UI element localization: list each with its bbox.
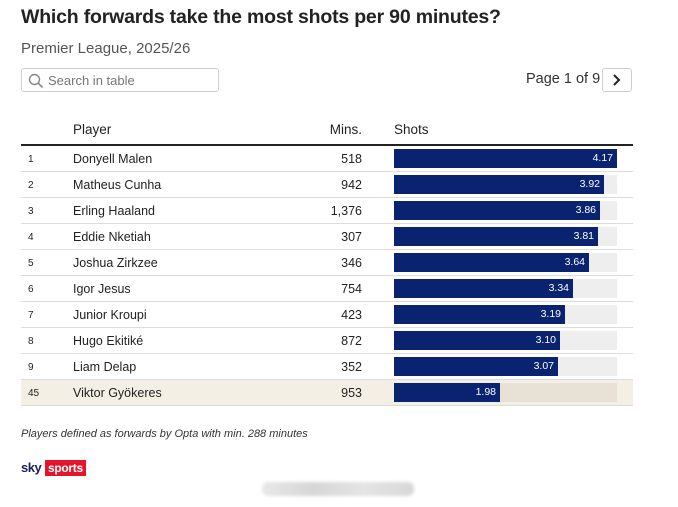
row-minutes: 872 (341, 334, 362, 348)
chart-title: Which forwards take the most shots per 9… (21, 6, 501, 28)
next-page-button[interactable] (602, 68, 632, 92)
shots-bar (394, 279, 573, 298)
shots-bar-track: 3.19 (394, 305, 617, 324)
row-minutes: 307 (341, 230, 362, 244)
row-rank: 7 (28, 310, 34, 321)
shots-bar-track: 1.98 (394, 383, 617, 402)
column-header-player[interactable]: Player (73, 122, 112, 137)
page-indicator: Page 1 of 9 (526, 71, 601, 87)
shots-bar-track: 3.64 (394, 253, 617, 272)
row-rank: 9 (28, 362, 34, 373)
table-row: 3 Erling Haaland 1,376 3.86 (21, 198, 633, 224)
row-rank: 5 (28, 258, 34, 269)
logo-sports-text: sports (45, 460, 86, 476)
row-player-name: Hugo Ekitiké (73, 334, 144, 348)
table-row: 6 Igor Jesus 754 3.34 (21, 276, 633, 302)
row-rank: 2 (28, 180, 34, 191)
shots-bar (394, 227, 598, 246)
row-minutes: 423 (341, 308, 362, 322)
shots-bar (394, 253, 589, 272)
row-rank: 45 (28, 388, 40, 399)
table-body: 1 Donyell Malen 518 4.17 2 Matheus Cunha 942 3.… (21, 146, 633, 406)
chart-subtitle: Premier League, 2025/26 (21, 40, 191, 57)
shots-bar-label: 3.34 (548, 282, 569, 294)
column-header-mins[interactable]: Mins. (329, 122, 362, 137)
row-minutes: 352 (341, 360, 362, 374)
row-rank: 6 (28, 284, 34, 295)
footnote: Players defined as forwards by Opta with… (21, 428, 308, 440)
table-row: 45 Viktor Gyökeres 953 1.98 (21, 380, 633, 406)
row-minutes: 346 (341, 256, 362, 270)
shots-bar (394, 149, 617, 168)
row-player-name: Eddie Nketiah (73, 230, 151, 244)
row-player-name: Donyell Malen (73, 152, 153, 166)
shots-bar-track: 3.81 (394, 227, 617, 246)
table-row: 9 Liam Delap 352 3.07 (21, 354, 633, 380)
row-rank: 3 (28, 206, 34, 217)
table-row: 4 Eddie Nketiah 307 3.81 (21, 224, 633, 250)
row-minutes: 953 (341, 386, 362, 400)
table-row: 7 Junior Kroupi 423 3.19 (21, 302, 633, 328)
logo-sky-text: sky (21, 460, 42, 475)
search-icon (28, 73, 44, 89)
row-player-name: Joshua Zirkzee (73, 256, 158, 270)
table-row: 8 Hugo Ekitiké 872 3.10 (21, 328, 633, 354)
blurred-watermark (262, 482, 414, 496)
shots-table: Player Mins. Shots 1 Donyell Malen 518 4.17… (21, 118, 633, 406)
row-minutes: 754 (341, 282, 362, 296)
shots-bar-track: 4.17 (394, 149, 617, 168)
shots-bar-label: 3.19 (540, 308, 561, 320)
row-player-name: Igor Jesus (73, 282, 131, 296)
shots-bar-label: 1.98 (475, 386, 496, 398)
table-row: 1 Donyell Malen 518 4.17 (21, 146, 633, 172)
shots-bar (394, 201, 600, 220)
search-input[interactable] (48, 71, 213, 89)
table-row: 2 Matheus Cunha 942 3.92 (21, 172, 633, 198)
row-rank: 1 (28, 154, 34, 165)
shots-bar-label: 4.17 (592, 152, 613, 164)
shots-bar-label: 3.92 (579, 178, 600, 190)
shots-bar-label: 3.10 (535, 334, 556, 346)
shots-bar-label: 3.07 (533, 360, 554, 372)
shots-bar-label: 3.64 (564, 256, 585, 268)
row-minutes: 1,376 (330, 204, 362, 218)
search-box[interactable] (21, 68, 219, 92)
shots-bar-label: 3.86 (575, 204, 596, 216)
row-player-name: Viktor Gyökeres (73, 386, 162, 400)
shots-bar-track: 3.07 (394, 357, 617, 376)
shots-bar (394, 175, 604, 194)
row-player-name: Liam Delap (73, 360, 137, 374)
shots-bar (394, 305, 565, 324)
row-player-name: Matheus Cunha (73, 178, 162, 192)
row-player-name: Erling Haaland (73, 204, 155, 218)
shots-bar-track: 3.92 (394, 175, 617, 194)
row-player-name: Junior Kroupi (73, 308, 147, 322)
shots-bar-track: 3.86 (394, 201, 617, 220)
row-minutes: 942 (341, 178, 362, 192)
shots-bar-track: 3.34 (394, 279, 617, 298)
column-header-shots[interactable]: Shots (394, 122, 429, 137)
table-row: 5 Joshua Zirkzee 346 3.64 (21, 250, 633, 276)
table-header: Player Mins. Shots (21, 118, 633, 146)
row-rank: 8 (28, 336, 34, 347)
chevron-right-icon (613, 74, 621, 86)
shots-bar-track: 3.10 (394, 331, 617, 350)
row-minutes: 518 (341, 152, 362, 166)
shots-bar (394, 357, 558, 376)
shots-bar (394, 331, 560, 350)
shots-bar-label: 3.81 (573, 230, 594, 242)
shots-bar (394, 383, 500, 402)
row-rank: 4 (28, 232, 34, 243)
